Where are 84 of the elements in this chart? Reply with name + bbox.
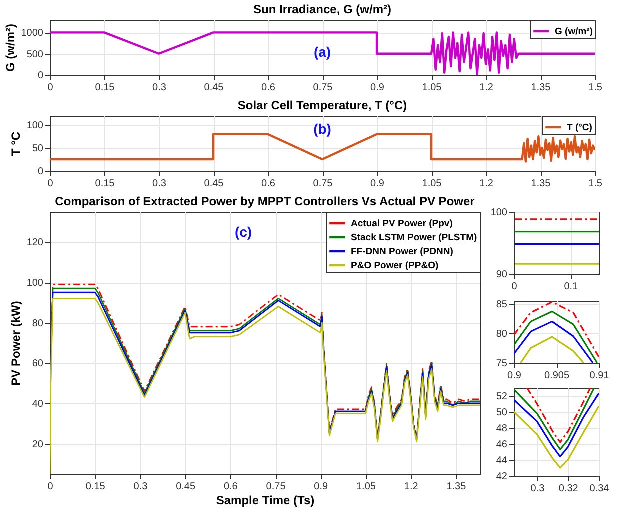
x-tick-label: 0	[48, 482, 54, 492]
x-tick-label: 1.05	[422, 82, 442, 94]
y-tick-label: 100	[490, 208, 508, 218]
y-tick-label: 44	[496, 456, 508, 466]
x-tick-label: 1.05	[422, 178, 442, 190]
x-tick-label: 0.9	[314, 482, 329, 492]
y-tick-label: 20	[32, 439, 44, 450]
y-tick-label: 85	[496, 299, 508, 310]
x-tick-label: 1.35	[446, 482, 467, 492]
legend-label: Stack LSTM Power (PLSTM)	[351, 232, 478, 244]
x-tick-label: 0	[48, 82, 54, 94]
x-tick-label: 0.3	[134, 482, 148, 492]
x-tick-label: 0.45	[204, 178, 224, 190]
x-tick-label: 0.6	[262, 82, 276, 94]
line-series	[514, 320, 594, 363]
x-tick-label: 0.9	[370, 82, 385, 94]
line-series	[526, 388, 592, 444]
y-tick-label: 80	[32, 318, 44, 330]
x-tick-label: 0.45	[176, 482, 196, 492]
x-tick-label: 0.15	[95, 178, 116, 190]
x-tick-label: 0.45	[204, 82, 224, 94]
x-tick-label: 1.35	[531, 82, 552, 94]
x-tick-label: 0.75	[313, 82, 334, 94]
legend-label: T (°C)	[567, 122, 592, 134]
chart-title: Solar Cell Temperature, T (°C)	[238, 98, 408, 112]
x-tick-label: 1.2	[480, 178, 494, 190]
x-tick-label: 0.15	[95, 82, 116, 94]
x-tick-label: 0.6	[262, 178, 276, 190]
y-axis-title: T °C	[8, 132, 23, 156]
legend-label: FF-DNN Power (PDNN)	[351, 246, 454, 258]
y-tick-label: 50	[32, 144, 44, 155]
x-axis-title: Sample Time (Ts)	[216, 494, 315, 508]
y-axis-title: PV Power (kW)	[8, 301, 23, 386]
legend-label: P&O Power (PP&O)	[351, 260, 439, 272]
chart-title: Sun Irradiance, G (w/m²)	[253, 2, 392, 16]
line-series	[514, 406, 599, 469]
y-tick-label: 75	[496, 358, 508, 370]
y-tick-label: 100	[26, 120, 44, 132]
line-series	[520, 336, 584, 363]
y-tick-label: 100	[26, 278, 44, 290]
y-tick-label: 0	[38, 166, 44, 178]
x-tick-label: 1.2	[404, 482, 419, 492]
x-tick-label: 0.3	[152, 82, 167, 94]
annotation: (b)	[314, 120, 332, 137]
y-axis-title: G (w/m²)	[3, 24, 18, 72]
y-tick-label: 60	[32, 358, 44, 370]
x-tick-label: 0.75	[313, 178, 334, 190]
line-series	[514, 392, 599, 458]
y-tick-label: 40	[32, 398, 44, 410]
x-tick-label: 1.35	[531, 178, 552, 190]
annotation: (a)	[314, 44, 332, 60]
y-tick-label: 90	[496, 270, 508, 280]
x-tick-label: 0.1	[564, 282, 579, 292]
x-tick-label: 0.9	[508, 370, 522, 382]
y-tick-label: 52	[496, 392, 508, 402]
x-tick-label: 0.34	[590, 484, 610, 494]
y-tick-label: 0	[38, 70, 44, 82]
x-tick-label: 1.2	[480, 82, 494, 94]
x-tick-label: 0.75	[266, 482, 286, 492]
x-tick-label: 0.91	[590, 370, 610, 382]
x-tick-label: 1.5	[588, 178, 603, 190]
x-tick-label: 0.905	[544, 370, 570, 382]
x-tick-label: 0.15	[86, 482, 106, 492]
legend-label: G (w/m²)	[555, 26, 593, 38]
y-tick-label: 42	[496, 472, 508, 482]
legend-label: Actual PV Power (Ppv)	[351, 218, 453, 230]
y-tick-label: 46	[496, 440, 508, 450]
x-tick-label: 0.32	[558, 484, 579, 494]
x-tick-label: 0	[48, 178, 54, 190]
y-tick-label: 500	[26, 49, 44, 60]
y-tick-label: 48	[496, 424, 508, 434]
y-tick-label: 80	[496, 328, 508, 340]
x-tick-label: 0.3	[530, 484, 546, 494]
x-tick-label: 1.05	[356, 482, 376, 492]
x-tick-label: 1.5	[588, 82, 603, 94]
x-tick-label: 0.3	[152, 178, 167, 190]
x-tick-label: 0.9	[370, 178, 385, 190]
x-tick-label: 0.6	[224, 482, 238, 492]
y-tick-label: 120	[26, 238, 44, 249]
y-tick-label: 1000	[21, 28, 44, 40]
line-series	[514, 388, 596, 450]
annotation: (c)	[234, 224, 252, 240]
y-tick-label: 50	[496, 408, 508, 418]
chart-title: Comparison of Extracted Power by MPPT Controllers Vs Actual PV Power	[55, 194, 476, 208]
